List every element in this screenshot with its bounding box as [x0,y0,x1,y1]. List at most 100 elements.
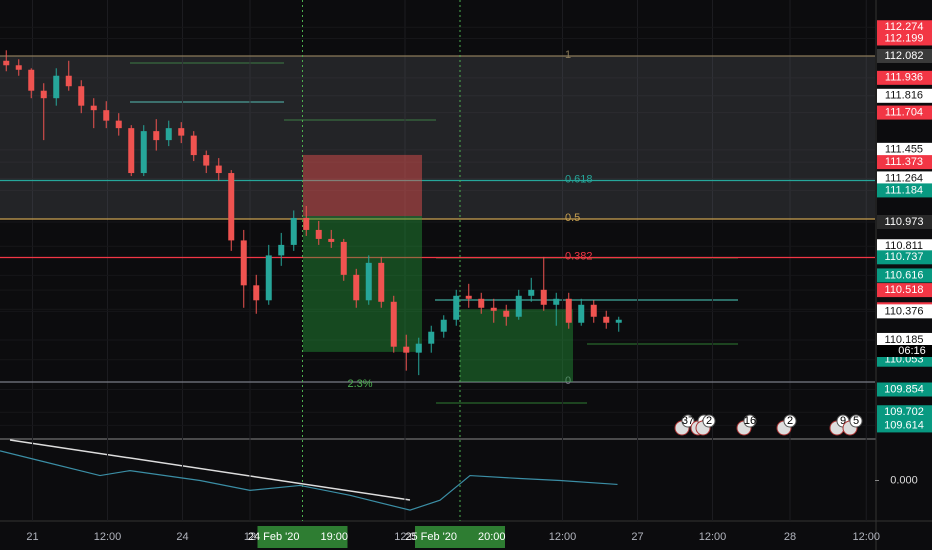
price-label-bg [877,332,932,347]
candle-body [240,240,247,286]
osc-tick-label: 0.000 [890,474,918,486]
price-label: 112.274 [885,21,924,33]
event-count: 37 [682,415,694,427]
price-label-bg [877,250,932,265]
price-label: 109.702 [884,406,924,418]
price-label: 111.184 [885,184,923,196]
candle-body [403,346,410,353]
time-label: 21 [26,531,38,543]
price-label: 110.811 [885,240,923,252]
price-label: 112.199 [885,32,924,44]
fib-label: 0.5 [565,212,580,224]
candle-body [140,131,147,174]
target-zone [460,309,573,383]
candle-body [290,217,297,245]
candle-body [278,244,285,256]
candle-body [203,155,210,166]
time-marker-date: 25 Feb '20 [405,531,457,543]
candle-body [515,295,522,317]
candle-body [353,274,360,301]
candle-body [378,262,385,302]
candle-body [428,331,435,344]
price-label-bg [877,214,932,229]
candle-body [415,343,422,353]
price-label: 112.082 [885,50,924,62]
time-label: 28 [784,531,796,543]
price-label: 111.373 [885,156,923,168]
position-label: 2.3% [347,378,372,390]
event-badge [681,414,695,428]
time-marker-time: 19:00 [321,531,349,543]
event-badge [783,414,797,428]
time-label: 12:0 [394,531,415,543]
price-label: 110.185 [885,334,924,346]
time-marker-date: 24 Feb '20 [248,531,300,543]
candle-body [365,262,372,301]
time-marker-bg [257,526,348,548]
candle-body [228,173,235,241]
price-label-bg [877,142,932,157]
time-label: 24 [176,531,188,543]
price-label-bg [877,88,932,103]
price-label: 110.616 [885,269,924,281]
price-label: 109.854 [884,383,924,395]
price-label-bg [877,48,932,63]
candle-body [453,295,460,320]
oscillator-line [0,450,618,511]
price-label-bg [877,155,932,170]
candle-body [578,304,585,323]
event-count: 2 [787,415,793,427]
fib-label: 1 [565,49,571,61]
candle-body [253,285,260,301]
price-label: 111.936 [885,72,923,84]
price-label-bg [877,70,932,85]
candle-body [603,316,610,323]
candle-body [465,295,472,299]
candle-body [78,86,85,106]
event-count: 9 [840,415,846,427]
price-label-bg [877,239,932,254]
candle-body [40,90,47,99]
candle-body [340,241,347,275]
candle-body [303,217,310,230]
price-label-bg [877,382,932,397]
price-label-bg [877,405,932,420]
price-label-bg [877,304,932,319]
price-label: 110.518 [885,284,924,296]
event-count: 16 [744,415,756,427]
candle-body [490,307,497,311]
price-label: 111.455 [885,144,923,156]
price-label: 111.264 [885,172,923,184]
price-label-bg [877,268,932,283]
price-label: 111.816 [885,90,923,102]
candle-body [190,135,197,156]
countdown-bg [877,345,932,357]
time-label: 12:00 [852,531,880,543]
event-badge [849,414,863,428]
candle-body [553,298,560,305]
time-label: 27 [631,531,643,543]
stop-zone [303,154,422,217]
candle-body [165,128,172,141]
time-label: 12:00 [699,531,727,543]
candle-body [15,65,22,70]
candle-body [565,298,572,323]
candle-body [390,301,397,347]
candle-body [615,319,622,323]
candle-body [115,120,122,129]
candle-body [540,289,547,305]
time-marker-bg [415,526,505,548]
price-label: 111.704 [885,106,923,118]
fib-label: 0.618 [565,173,593,185]
candle-body [53,75,60,99]
candle-body [265,255,272,301]
price-label-bg [877,418,932,433]
price-label: 110.376 [885,305,924,317]
price-label: 110.973 [885,216,924,228]
fib-label: 0 [565,375,571,387]
time-label: 12 [244,531,256,543]
countdown: 06:16 [898,345,926,357]
target-zone [303,216,422,352]
event-count: 2 [706,415,712,427]
